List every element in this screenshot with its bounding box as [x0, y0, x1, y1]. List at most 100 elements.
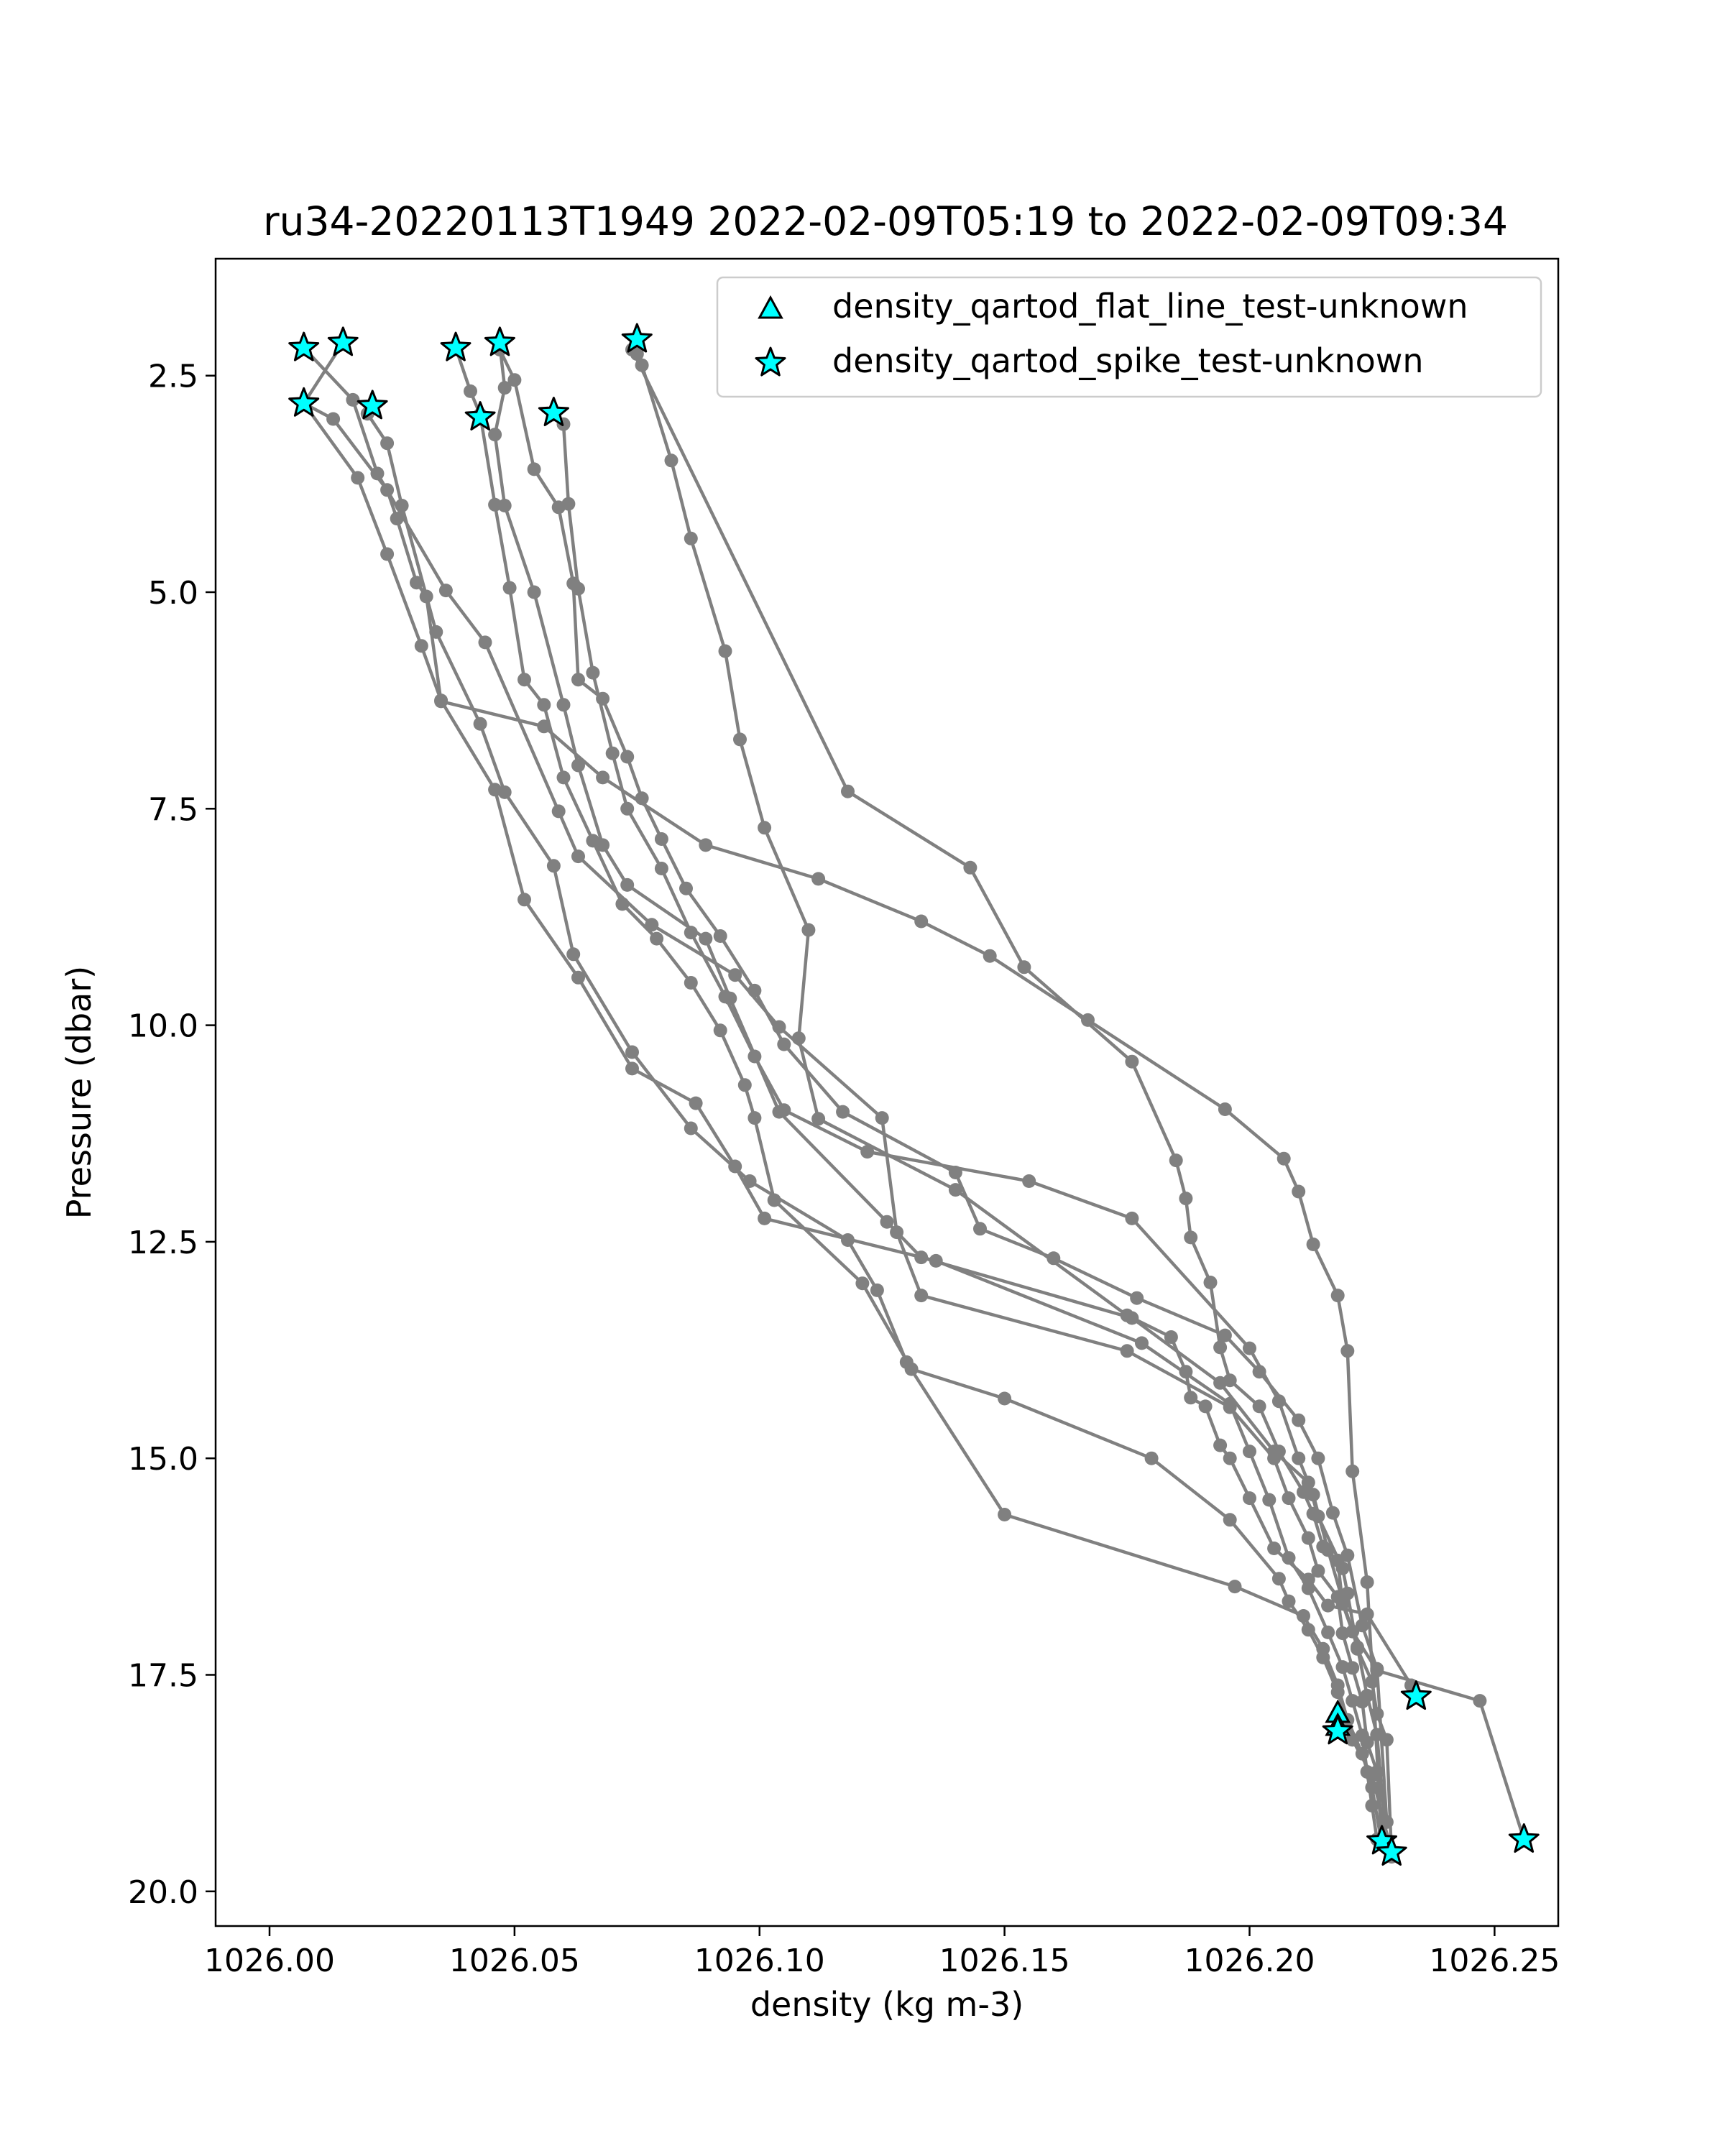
profile-point — [380, 547, 395, 561]
x-tick-label: 1026.15 — [939, 1943, 1070, 1979]
profile-point — [737, 1078, 752, 1092]
profile-point — [772, 1020, 786, 1034]
profile-point — [527, 462, 541, 476]
spike-flag-marker — [440, 331, 472, 361]
profile-point — [1370, 1728, 1384, 1742]
x-tick-label: 1026.20 — [1184, 1943, 1315, 1979]
profile-point — [1267, 1542, 1282, 1555]
profile-point — [1306, 1238, 1320, 1251]
profile-point — [596, 770, 610, 785]
y-tick-label: 10.0 — [128, 1008, 198, 1045]
profile-point — [1301, 1623, 1315, 1637]
profile-point — [963, 860, 978, 875]
spike-flag-marker — [464, 401, 496, 430]
profile-point — [699, 931, 713, 946]
y-axis-label: Pressure (dbar) — [60, 966, 98, 1219]
profile-point — [1179, 1192, 1193, 1206]
profile-point — [1125, 1311, 1139, 1325]
profile-point — [1335, 1626, 1350, 1641]
profile-point — [841, 1233, 855, 1247]
y-tick-label: 2.5 — [148, 359, 198, 395]
profile-point — [1046, 1251, 1061, 1266]
x-axis-label: density (kg m-3) — [750, 1985, 1024, 2024]
profile-line — [498, 349, 1389, 1823]
profile-point — [654, 832, 668, 846]
profile-point — [801, 923, 816, 937]
profile-point — [1321, 1598, 1335, 1613]
profile-point — [1351, 1640, 1364, 1654]
profile-point — [1213, 1376, 1228, 1390]
profile-point — [1282, 1491, 1296, 1506]
profile-point — [914, 1289, 929, 1303]
profile-point — [502, 581, 517, 595]
profile-point — [1360, 1688, 1374, 1703]
profile-point — [855, 1276, 870, 1291]
profile-point — [777, 1037, 791, 1051]
profile-point — [1321, 1543, 1335, 1557]
y-tick-label: 5.0 — [148, 575, 198, 612]
profile-point — [860, 1145, 875, 1159]
x-axis-ticks: 1026.00 1026.05 1026.10 1026.15 1026.20 1026.… — [204, 1926, 1560, 1979]
profile-point — [1355, 1618, 1369, 1633]
profile-point — [551, 804, 566, 819]
axes-frame — [214, 257, 1560, 1927]
profile-point — [1184, 1230, 1198, 1245]
y-axis-ticks: 2.5 5.0 7.5 10.0 12.5 15.0 17.5 20.0 — [128, 359, 216, 1911]
profile-point — [748, 1049, 762, 1064]
profile-point — [758, 1211, 772, 1225]
profile-point — [571, 849, 585, 864]
profile-point — [1335, 1561, 1350, 1575]
profile-point — [586, 665, 600, 680]
profile-point — [625, 1061, 639, 1076]
spike-flag-marker — [356, 390, 388, 420]
profile-point — [1125, 1211, 1139, 1225]
profile-point — [811, 872, 826, 886]
profile-point — [395, 499, 409, 512]
profile-point — [684, 531, 698, 545]
profile-point — [1243, 1491, 1256, 1506]
profile-point — [1292, 1451, 1306, 1465]
profile-point — [1301, 1531, 1315, 1545]
profile-point — [998, 1391, 1012, 1406]
profile-point — [518, 893, 531, 907]
plot-background — [216, 259, 1558, 1926]
profile-point — [1311, 1451, 1325, 1465]
profile-point — [596, 838, 610, 852]
profile-point — [1223, 1400, 1237, 1414]
profile-point — [620, 801, 635, 816]
spike-flag-marker — [484, 326, 515, 356]
profile-point — [1282, 1594, 1296, 1608]
profile-point — [880, 1215, 894, 1229]
legend-label-spike: density_qartod_spike_test-unknown — [832, 341, 1424, 380]
profile-point — [497, 499, 512, 512]
profile-point — [605, 746, 620, 760]
profile-point — [1311, 1564, 1325, 1578]
profile-point — [811, 1112, 826, 1126]
spike-flag-marker — [327, 326, 359, 356]
x-tick-label: 1026.05 — [449, 1943, 580, 1979]
profile-point — [890, 1225, 904, 1240]
profile-point — [1297, 1609, 1310, 1623]
profile-point — [566, 947, 581, 962]
profile-point — [1301, 1581, 1315, 1595]
profile-point — [699, 838, 713, 852]
profile-point — [748, 1111, 762, 1125]
profile-point — [713, 929, 727, 943]
profile-point — [1330, 1289, 1345, 1303]
spike-flag-marker — [621, 323, 653, 353]
x-tick-label: 1026.10 — [694, 1943, 825, 1979]
profile-point — [473, 717, 487, 731]
profile-point — [728, 968, 742, 982]
profile-point — [684, 1121, 698, 1135]
profile-point — [370, 466, 385, 481]
spike-flag-marker — [1508, 1823, 1540, 1853]
profile-point — [537, 698, 551, 712]
profile-point — [1360, 1736, 1374, 1749]
profile-point — [1340, 1344, 1355, 1358]
profile-point — [326, 412, 341, 426]
profile-point — [650, 931, 664, 946]
profile-point — [836, 1105, 850, 1119]
profile-point — [689, 1096, 703, 1110]
profile-point — [1271, 1394, 1286, 1409]
profile-point — [948, 1183, 962, 1197]
